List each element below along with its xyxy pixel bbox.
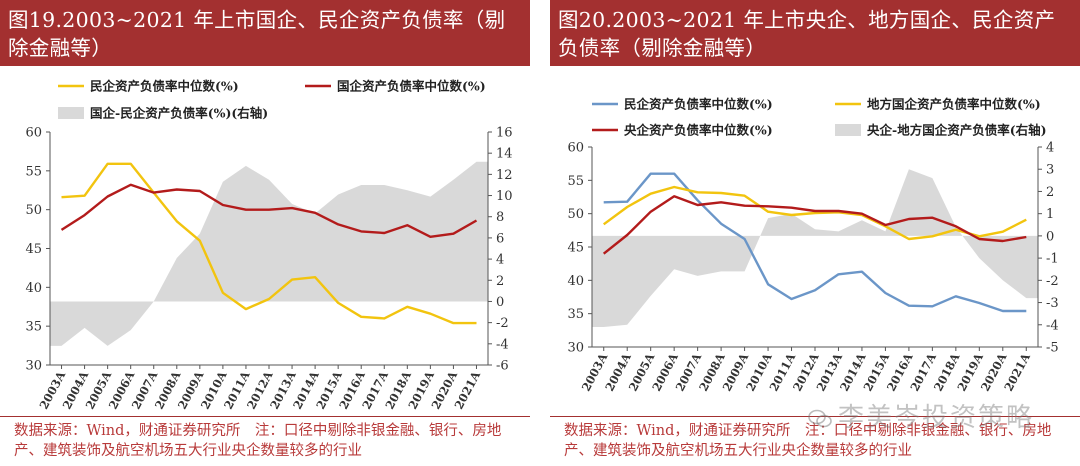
- y-tick-label: 30: [25, 359, 42, 374]
- legend-label: 民企资产负债率中位数(%): [90, 79, 239, 94]
- line-series: [602, 195, 1027, 255]
- y2-tick-label: 0: [1046, 229, 1054, 244]
- y-tick-label: 45: [25, 242, 42, 257]
- source-divider: [0, 416, 530, 417]
- y2-tick-label: 0: [496, 295, 504, 310]
- y-tick-label: 40: [567, 274, 584, 289]
- chart-panel-left: 图19.2003~2021 年上市国企、民企资产负债率（剔除金融等） 30 35 4…: [0, 0, 530, 466]
- chart-title: 图19.2003~2021 年上市国企、民企资产负债率（剔除金融等）: [8, 8, 506, 60]
- area-series: [50, 161, 488, 346]
- legend-label: 民企资产负债率中位数(%): [624, 97, 773, 112]
- chart-title-bar: 图19.2003~2021 年上市国企、民企资产负债率（剔除金融等）: [0, 0, 530, 66]
- y-tick-label: 30: [567, 341, 584, 356]
- chart-left: 30354045505560-6-4-202468101214162003A20…: [25, 79, 513, 412]
- chart-title: 图20.2003~2021 年上市央企、地方国企、民企资产负债率（剔除金融等）: [558, 8, 1056, 60]
- y2-tick-label: 14: [496, 147, 513, 162]
- legend-label: 央企资产负债率中位数(%): [624, 123, 773, 138]
- y-tick-label: 60: [567, 141, 584, 156]
- legend-swatch: [58, 107, 84, 119]
- legend-label: 国企-民企资产负债率(%)(右轴): [90, 106, 268, 121]
- legend-swatch: [835, 124, 861, 136]
- y2-tick-label: 4: [496, 253, 504, 268]
- y-tick-label: 50: [25, 203, 42, 218]
- y2-tick-label: 4: [1046, 141, 1054, 156]
- chart-panel-right: 图20.2003~2021 年上市央企、地方国企、民企资产负债率（剔除金融等） …: [550, 0, 1080, 466]
- area-series: [592, 169, 1038, 327]
- y-tick-label: 35: [567, 307, 584, 322]
- y2-tick-label: 1: [1046, 207, 1054, 222]
- y2-tick-label: 8: [496, 210, 504, 225]
- y2-tick-label: -3: [1046, 296, 1059, 311]
- wechat-icon: [808, 409, 832, 427]
- chart-title-bar: 图20.2003~2021 年上市央企、地方国企、民企资产负债率（剔除金融等）: [550, 0, 1080, 66]
- y2-tick-label: 6: [496, 231, 504, 246]
- y2-tick-label: -4: [496, 337, 509, 352]
- y-tick-label: 55: [25, 164, 42, 179]
- source-divider: [550, 416, 1080, 417]
- legend-label: 地方国企资产负债率中位数(%): [867, 97, 1041, 112]
- chart-right: 30354045505560-5-4-3-2-1012342003A2004A2…: [567, 97, 1059, 394]
- watermark: 李美岑投资策略: [808, 397, 1034, 434]
- y2-tick-label: 3: [1046, 163, 1054, 178]
- y2-tick-label: -1: [1046, 252, 1059, 267]
- line-series: [602, 185, 1027, 241]
- y2-tick-label: -2: [496, 316, 509, 331]
- y2-tick-label: -6: [496, 359, 509, 374]
- y-tick-label: 55: [567, 174, 584, 189]
- line-series: [603, 172, 1027, 313]
- y2-tick-label: -2: [1046, 274, 1059, 289]
- y-tick-label: 60: [25, 126, 42, 141]
- legend-label: 央企-地方国企资产负债率(右轴): [867, 123, 1047, 138]
- y2-tick-label: 10: [496, 189, 513, 204]
- y-tick-label: 35: [25, 320, 42, 335]
- watermark-text: 李美岑投资策略: [838, 403, 1035, 433]
- legend-label: 国企资产负债率中位数(%): [337, 79, 486, 94]
- y2-tick-label: -5: [1046, 341, 1059, 356]
- line-series: [61, 162, 477, 325]
- y2-tick-label: -4: [1046, 318, 1059, 333]
- source-note: 数据来源：Wind，财通证券研究所 注：口径中剔除非银金融、银行、房地产、建筑装…: [14, 423, 502, 459]
- y2-tick-label: 16: [496, 126, 513, 141]
- y-tick-label: 40: [25, 281, 42, 296]
- y-tick-label: 50: [567, 207, 584, 222]
- y-tick-label: 45: [567, 241, 584, 256]
- source-note: 数据来源：Wind，财通证券研究所 注：口径中剔除非银金融、银行、房地产、建筑装…: [564, 423, 1052, 459]
- y2-tick-label: 2: [496, 274, 504, 289]
- y2-tick-label: 2: [1046, 185, 1054, 200]
- y2-tick-label: 12: [496, 168, 513, 183]
- line-series: [60, 183, 478, 239]
